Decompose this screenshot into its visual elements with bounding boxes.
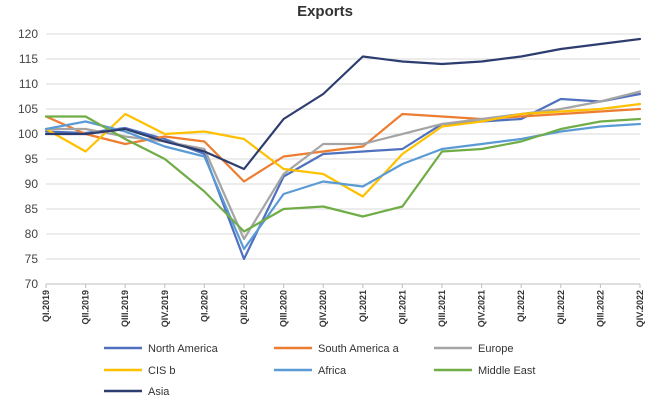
x-tick-label: QI.2022 [516, 290, 526, 322]
x-tick-label: QIII.2022 [595, 290, 605, 327]
y-tick-label: 100 [18, 127, 38, 141]
x-tick-label: QI.2020 [199, 290, 209, 322]
legend-label: Middle East [478, 365, 535, 377]
series-lines [44, 37, 642, 261]
y-tick-label: 85 [25, 202, 39, 216]
x-tick-label: QIV.2019 [160, 290, 170, 327]
y-tick-label: 120 [18, 27, 38, 41]
y-tick-label: 110 [19, 77, 38, 91]
series-line-middle-east [44, 115, 642, 233]
x-tick-label: QII.2019 [81, 290, 91, 325]
y-tick-label: 105 [18, 102, 38, 116]
series-line-south-america-a [44, 107, 642, 183]
y-tick-label: 80 [25, 227, 39, 241]
x-tick-label: QI.2021 [358, 290, 368, 322]
x-tick-label: QIII.2020 [279, 290, 289, 327]
gridlines [46, 33, 640, 285]
legend-label: Africa [318, 365, 347, 377]
x-tick-label: QIII.2019 [120, 290, 130, 327]
x-tick-label: QII.2021 [397, 290, 407, 325]
series-line-cis-b [44, 102, 642, 198]
y-tick-label: 115 [19, 52, 38, 66]
x-tick-label: QII.2022 [556, 290, 566, 325]
x-tick-label: QII.2020 [239, 290, 249, 325]
x-tick-label: QI.2019 [41, 290, 51, 322]
y-tick-label: 70 [25, 277, 39, 291]
y-tick-label: 75 [25, 252, 39, 266]
legend-label: North America [148, 343, 219, 355]
legend-label: Asia [148, 386, 170, 398]
y-tick-label: 90 [25, 177, 39, 191]
x-tick-label: QIV.2021 [477, 290, 487, 327]
x-tick-label: QIV.2020 [318, 290, 328, 327]
y-tick-label: 95 [25, 152, 39, 166]
legend-label: Europe [478, 343, 513, 355]
legend-label: CIS b [148, 365, 176, 377]
x-tick-label: QIV.2022 [635, 290, 645, 327]
chart-title: Exports [297, 3, 353, 20]
axes: 70 75 80 85 90 95 100 105 110 115 120 QI.2019 QII.20… [18, 27, 645, 327]
series-line-north-america [44, 92, 642, 261]
series-line-asia [44, 37, 642, 171]
legend: North America South America a Europe CIS b A… [104, 343, 535, 398]
x-tick-label: QIII.2021 [437, 290, 447, 327]
legend-label: South America a [318, 343, 400, 355]
